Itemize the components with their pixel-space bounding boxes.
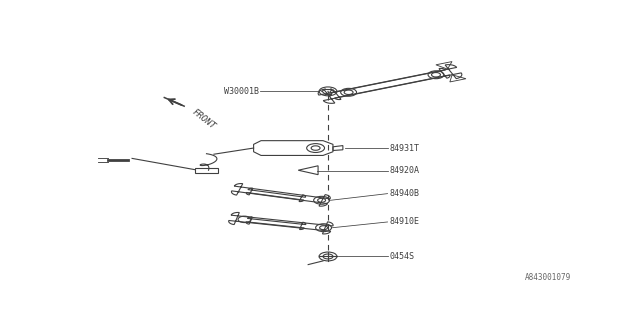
Text: 84931T: 84931T bbox=[390, 144, 420, 153]
Text: 0454S: 0454S bbox=[390, 252, 415, 261]
Text: 84920A: 84920A bbox=[390, 166, 420, 175]
Text: FRONT: FRONT bbox=[190, 108, 217, 132]
Text: 84940B: 84940B bbox=[390, 189, 420, 198]
Text: W30001B: W30001B bbox=[223, 87, 259, 96]
Text: A843001079: A843001079 bbox=[525, 273, 571, 282]
Text: 84910E: 84910E bbox=[390, 218, 420, 227]
